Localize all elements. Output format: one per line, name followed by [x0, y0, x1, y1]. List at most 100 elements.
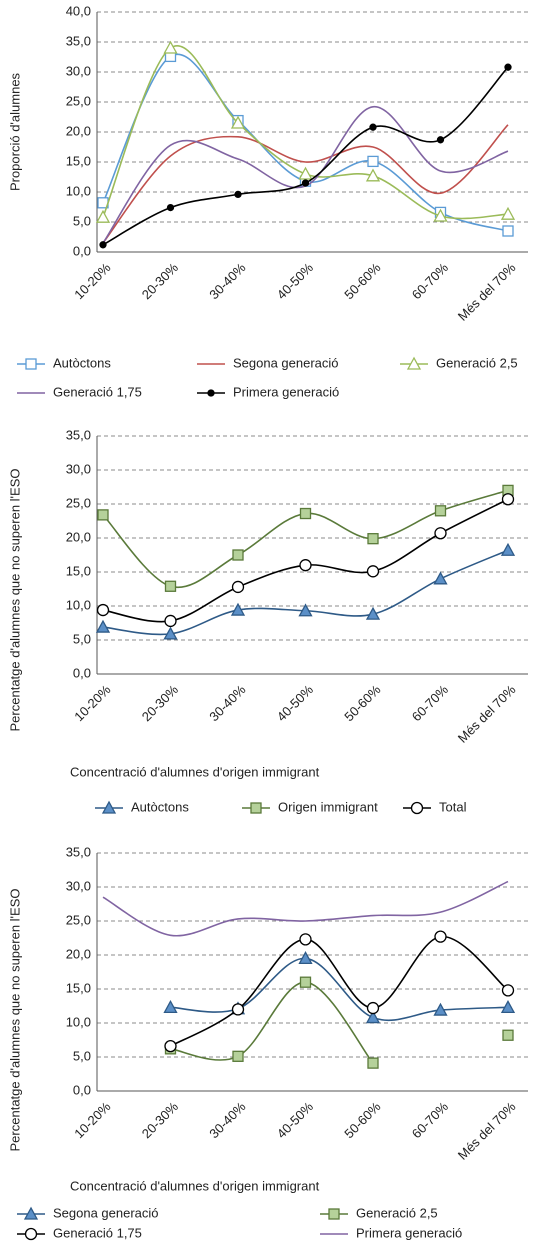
data-point: [230, 115, 246, 129]
x-tick-label: 40-50%: [274, 682, 317, 725]
y-tick-label: 35,0: [66, 844, 91, 859]
legend-label: Generació 1,75: [53, 384, 142, 399]
y-tick-label: 25,0: [66, 93, 91, 108]
series-line: [102, 489, 509, 589]
y-tick-label: 5,0: [73, 631, 91, 646]
legend-marker: [207, 389, 215, 397]
y-axis-label: Proporció d'alumnes: [7, 72, 22, 191]
data-point: [504, 63, 512, 71]
legend-label: Generació 1,75: [53, 1225, 142, 1240]
data-point: [231, 1003, 245, 1016]
y-tick-label: 30,0: [66, 461, 91, 476]
x-tick-label: 20-30%: [139, 682, 182, 725]
data-point: [367, 1057, 379, 1069]
legend-marker: [25, 358, 37, 370]
y-tick-label: 30,0: [66, 878, 91, 893]
x-tick-label: 20-30%: [139, 1099, 182, 1142]
data-point: [298, 603, 313, 617]
legend-marker: [101, 800, 117, 814]
data-point: [298, 951, 313, 965]
data-point: [97, 509, 109, 521]
x-tick-label: 10-20%: [71, 260, 114, 303]
legend-label: Primera generació: [356, 1225, 462, 1240]
legend-label: Generació 2,5: [436, 355, 518, 370]
x-tick-label: Més del 70%: [455, 1099, 519, 1163]
data-point: [163, 1000, 178, 1014]
data-point: [299, 976, 312, 988]
legend-label: Origen immigrant: [278, 799, 378, 814]
data-point: [299, 559, 312, 572]
legend-label: Segona generació: [233, 355, 339, 370]
data-point: [369, 123, 377, 131]
y-tick-label: 5,0: [73, 213, 91, 228]
data-point: [163, 626, 178, 640]
y-tick-label: 30,0: [66, 63, 91, 78]
x-tick-label: 50-60%: [341, 260, 384, 303]
data-point: [299, 933, 312, 946]
data-point: [95, 209, 111, 223]
series-line: [102, 44, 509, 220]
legend-marker: [410, 801, 424, 815]
y-tick-label: 10,0: [66, 1014, 91, 1029]
y-tick-label: 20,0: [66, 946, 91, 961]
y-tick-label: 35,0: [66, 33, 91, 48]
y-tick-label: 0,0: [73, 1082, 91, 1097]
y-tick-label: 0,0: [73, 665, 91, 680]
data-point: [366, 565, 380, 578]
legend-marker: [23, 1206, 39, 1220]
data-point: [501, 984, 515, 997]
y-tick-label: 40,0: [66, 3, 91, 18]
y-tick-label: 10,0: [66, 183, 91, 198]
data-point: [434, 527, 447, 540]
x-tick-label: 40-50%: [274, 1099, 317, 1142]
x-tick-label: 10-20%: [71, 1099, 114, 1142]
y-tick-label: 15,0: [66, 563, 91, 578]
x-tick-label: 50-60%: [341, 682, 384, 725]
y-tick-label: 20,0: [66, 529, 91, 544]
y-tick-label: 10,0: [66, 597, 91, 612]
series-line: [170, 981, 374, 1064]
legend-label: Primera generació: [233, 384, 339, 399]
series-line: [102, 53, 509, 232]
x-tick-label: 60-70%: [409, 682, 452, 725]
x-tick-label: 60-70%: [409, 1099, 452, 1142]
series-line: [170, 935, 509, 1047]
data-point: [365, 606, 381, 620]
y-tick-label: 35,0: [66, 427, 91, 442]
legend-marker: [24, 1227, 38, 1241]
x-tick-label: 30-40%: [206, 682, 249, 725]
y-tick-label: 15,0: [66, 153, 91, 168]
x-tick-label: Més del 70%: [455, 260, 519, 324]
x-tick-label: Més del 70%: [455, 682, 519, 746]
x-tick-label: 30-40%: [206, 260, 249, 303]
x-tick-label: 40-50%: [274, 260, 317, 303]
data-point: [232, 1050, 244, 1062]
data-point: [366, 1001, 380, 1015]
x-axis-label: Concentració d'alumnes d'origen immigran…: [70, 1178, 320, 1193]
data-point: [502, 1029, 514, 1041]
y-tick-label: 25,0: [66, 912, 91, 927]
data-point: [164, 580, 177, 592]
x-tick-label: 20-30%: [139, 260, 182, 303]
data-point: [367, 155, 379, 168]
data-point: [365, 168, 381, 182]
data-point: [166, 203, 175, 212]
y-tick-label: 0,0: [73, 243, 91, 258]
data-point: [96, 603, 110, 617]
legend-label: Segona generació: [53, 1205, 159, 1220]
data-point: [99, 241, 107, 249]
data-point: [298, 166, 313, 180]
data-point: [500, 206, 516, 220]
y-tick-label: 15,0: [66, 980, 91, 995]
data-point: [231, 580, 245, 594]
y-tick-label: 5,0: [73, 1048, 91, 1063]
x-tick-label: 60-70%: [409, 260, 452, 303]
data-point: [301, 179, 310, 187]
legend-label: Generació 2,5: [356, 1205, 438, 1220]
legend-label: Total: [439, 799, 467, 814]
x-tick-label: 30-40%: [206, 1099, 249, 1142]
y-axis-label: Percentatge d'alumnes que no superen l'E…: [7, 889, 22, 1152]
series-line: [102, 124, 509, 244]
data-point: [433, 571, 448, 585]
legend-label: Autòctons: [53, 355, 111, 370]
